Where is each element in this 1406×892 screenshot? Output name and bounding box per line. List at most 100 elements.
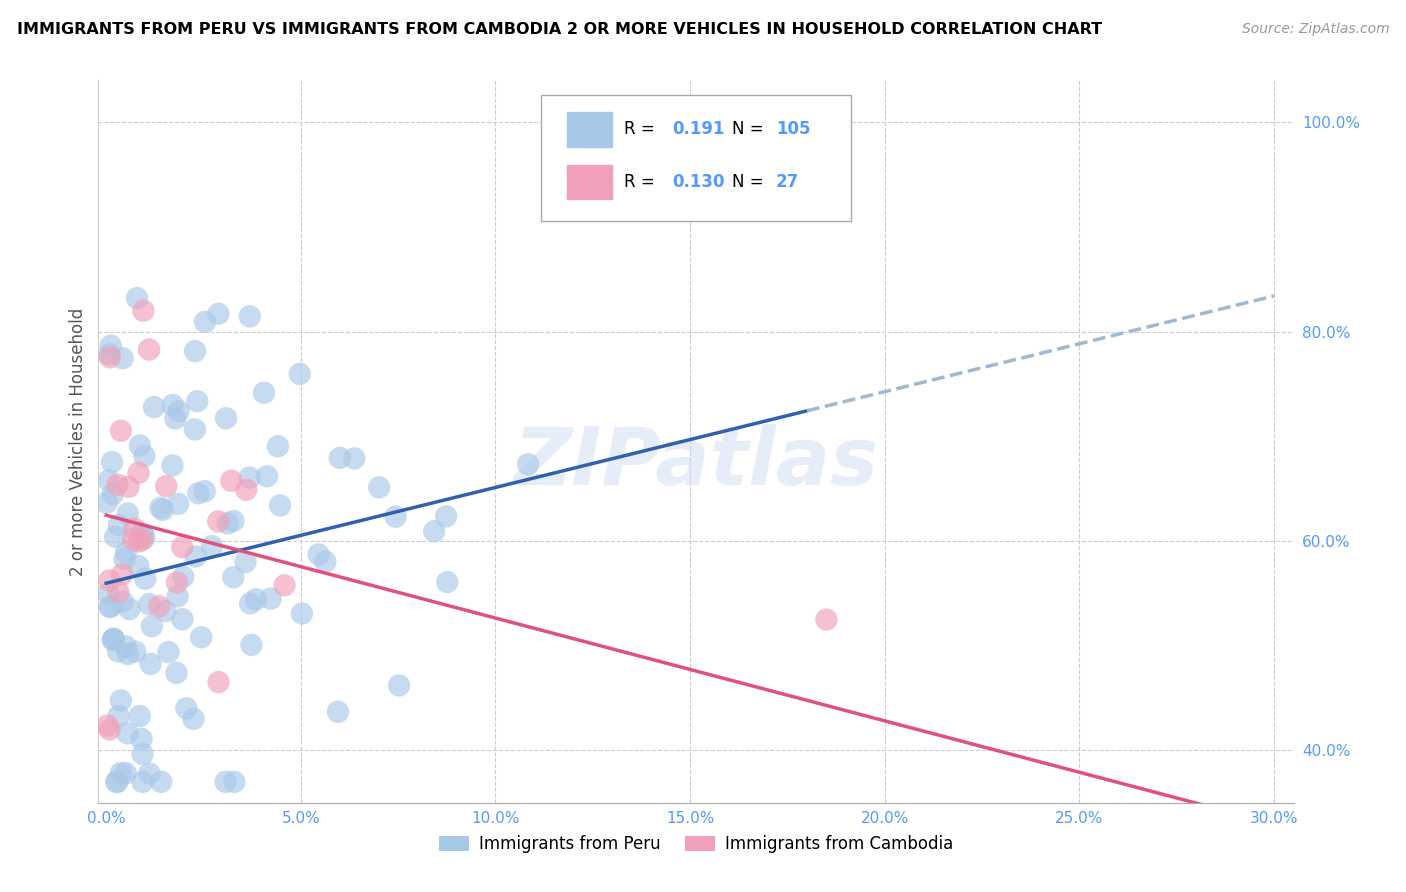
Point (235, 555, 257, 569)
Point (117, 507, 139, 521)
Point (184, 344, 207, 359)
Point (131, 747, 153, 761)
Point (329, 450, 352, 465)
FancyBboxPatch shape (567, 112, 613, 147)
Point (115, 640, 138, 654)
Point (166, 575, 188, 590)
Point (107, 709, 129, 723)
Point (219, 474, 242, 488)
Text: 0.191: 0.191 (672, 120, 724, 138)
Point (343, 451, 366, 466)
Point (194, 484, 217, 499)
Point (194, 315, 217, 329)
Point (815, 613, 838, 627)
Point (1088, 843, 1111, 857)
Point (96, 496, 118, 510)
Point (107, 644, 129, 658)
Point (131, 526, 153, 541)
Point (184, 422, 207, 436)
Point (128, 466, 150, 480)
Point (239, 310, 262, 324)
Point (222, 514, 245, 528)
Point (100, 339, 122, 353)
Point (124, 645, 146, 659)
Point (434, 509, 457, 524)
Point (128, 534, 150, 549)
Text: Source: ZipAtlas.com: Source: ZipAtlas.com (1241, 22, 1389, 37)
Point (127, 559, 149, 574)
Point (96, 718, 118, 732)
Point (111, 351, 134, 366)
FancyBboxPatch shape (567, 165, 613, 200)
Point (105, 775, 128, 789)
Point (269, 499, 291, 513)
Point (125, 291, 148, 305)
Point (138, 766, 160, 780)
Point (143, 400, 166, 414)
Point (118, 602, 141, 616)
Text: N =: N = (733, 120, 769, 138)
Point (166, 589, 188, 603)
Point (190, 630, 212, 644)
Point (314, 555, 336, 569)
Point (108, 518, 131, 533)
Point (104, 530, 127, 544)
Point (207, 307, 229, 321)
Point (98, 347, 121, 361)
Point (239, 597, 262, 611)
Point (384, 509, 406, 524)
Point (131, 533, 153, 547)
Point (101, 487, 124, 501)
Point (132, 527, 155, 541)
Point (97, 587, 120, 601)
Point (100, 599, 122, 614)
Point (172, 612, 194, 626)
Point (207, 675, 229, 690)
Text: R =: R = (624, 173, 661, 191)
Point (117, 647, 139, 661)
Point (139, 657, 162, 671)
Point (107, 585, 129, 599)
Point (97, 474, 120, 488)
Point (183, 712, 205, 726)
Point (141, 619, 163, 633)
Point (138, 597, 160, 611)
Point (256, 469, 278, 483)
Point (101, 455, 124, 469)
Point (110, 693, 132, 707)
Point (134, 449, 156, 463)
Point (222, 570, 245, 584)
Point (291, 607, 314, 621)
Point (239, 470, 262, 484)
Point (134, 531, 156, 545)
Point (155, 604, 177, 618)
Point (172, 540, 194, 554)
Point (117, 480, 139, 494)
Point (98, 723, 121, 737)
Point (152, 503, 174, 517)
Text: ZIPatlas: ZIPatlas (513, 425, 879, 502)
Point (201, 539, 224, 553)
Point (245, 592, 267, 607)
Point (150, 775, 173, 789)
Point (128, 709, 150, 723)
Point (326, 705, 349, 719)
Point (155, 479, 177, 493)
Text: R =: R = (624, 120, 661, 138)
Point (101, 632, 124, 647)
Point (186, 394, 208, 409)
Text: IMMIGRANTS FROM PERU VS IMMIGRANTS FROM CAMBODIA 2 OR MORE VEHICLES IN HOUSEHOLD: IMMIGRANTS FROM PERU VS IMMIGRANTS FROM … (17, 22, 1102, 37)
Point (110, 766, 132, 780)
Point (308, 548, 330, 562)
Point (138, 343, 160, 357)
Point (172, 570, 194, 584)
Point (114, 766, 136, 780)
Point (98, 599, 121, 614)
Point (112, 552, 135, 566)
Point (124, 522, 146, 536)
Point (115, 545, 138, 559)
Point (117, 726, 139, 740)
Text: 0.130: 0.130 (672, 173, 724, 191)
Point (187, 486, 209, 500)
Point (240, 638, 263, 652)
